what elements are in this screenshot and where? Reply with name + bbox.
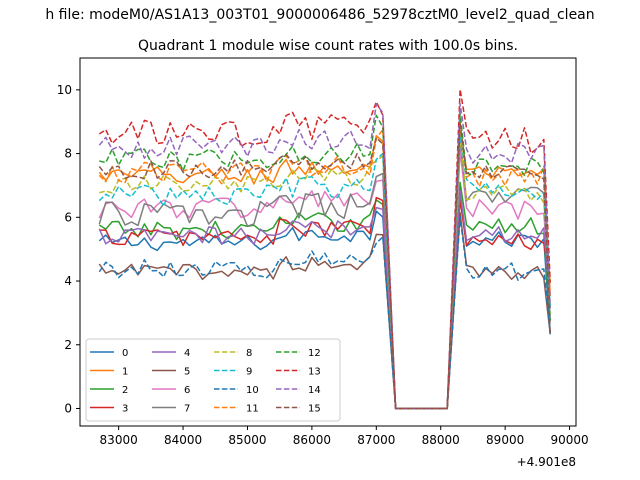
legend-label-9: 9 [246,367,252,378]
series-line-8 [99,133,551,410]
legend-label-10: 10 [246,385,259,396]
x-tick-label: 87000 [357,433,395,447]
series-line-10 [98,216,551,410]
legend-label-14: 14 [308,385,321,396]
y-tick-label: 2 [64,338,72,352]
legend-label-2: 2 [122,385,128,396]
plot-area: 83000 84000 85000 86000 87000 88000 89000 90000… [57,57,589,469]
legend-label-0: 0 [122,348,128,359]
figure-suptitle: h file: modeM0/AS1A13_003T01_9000006486_… [45,7,594,23]
legend-label-11: 11 [246,404,259,415]
x-tick-label: 84000 [164,433,202,447]
series-line-3 [99,196,551,410]
x-offset-label: +4.901e8 [517,455,576,469]
series-line-13 [98,88,551,410]
legend-label-6: 6 [184,385,190,396]
legend-label-3: 3 [122,404,128,415]
x-tick-label: 85000 [228,433,266,447]
x-axis: 83000 84000 85000 86000 87000 88000 89000 90000 [100,426,589,447]
y-tick-label: 4 [64,274,72,288]
x-tick-label: 89000 [486,433,524,447]
legend-label-12: 12 [308,348,321,359]
x-tick-label: 83000 [100,433,138,447]
legend-label-4: 4 [184,348,190,359]
series-line-2 [98,181,551,410]
legend-label-5: 5 [184,367,190,378]
series-line-5 [98,212,551,410]
x-tick-label: 90000 [550,433,588,447]
x-tick-label: 88000 [422,433,460,447]
series-line-9 [98,131,551,410]
series-line-1 [98,129,551,410]
legend-label-1: 1 [122,367,128,378]
series-line-12 [99,112,551,410]
series-line-15 [98,122,551,410]
y-tick-label: 8 [64,147,72,161]
series-line-0 [98,191,551,410]
series-line-14 [98,102,551,410]
series-line-11 [98,121,551,410]
legend-label-15: 15 [308,404,321,415]
axes-frame [79,57,577,427]
y-tick-label: 6 [64,210,72,224]
legend-label-13: 13 [308,367,321,378]
y-tick-label: 10 [57,83,72,97]
y-axis: 0 2 4 6 8 10 [57,83,80,415]
legend-label-7: 7 [184,404,190,415]
chart-title: Quadrant 1 module wise count rates with … [138,38,518,54]
series-line-6 [98,149,551,410]
legend-box [85,338,341,422]
series-line-4 [98,190,551,410]
x-tick-label: 86000 [293,433,331,447]
y-tick-label: 0 [64,401,72,415]
series-group [98,88,551,410]
legend-label-8: 8 [246,348,252,359]
